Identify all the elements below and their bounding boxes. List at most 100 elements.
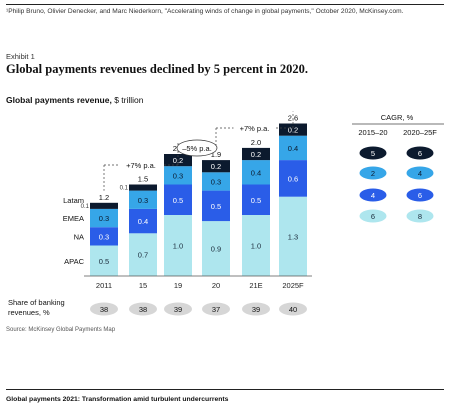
total-label-21e: 2.0 (251, 138, 261, 147)
data-label-latam-20: 0.2 (211, 162, 221, 171)
data-label-na-19: 0.5 (173, 196, 183, 205)
cagr-pill-latam-0 (359, 146, 387, 160)
bar-apac-21e (242, 215, 270, 276)
data-label-emea-19: 0.3 (173, 171, 183, 180)
cagr-value-apac-1: 8 (418, 212, 422, 221)
bar-latam-20 (202, 160, 230, 173)
share-label-line2: revenues, % (8, 308, 50, 317)
data-label-na-20: 0.5 (211, 202, 221, 211)
cagr-pill-apac-1 (406, 209, 434, 223)
bar-emea-15 (129, 190, 157, 209)
data-label-apac-20: 0.9 (211, 245, 221, 254)
x-tick-19: 19 (174, 281, 182, 290)
annotation-label-0: +7% p.a. (126, 161, 156, 170)
subtitle-unit: $ trillion (111, 95, 144, 105)
annotation-label-bg-0 (120, 159, 162, 170)
series-label-latam: Latam (63, 196, 84, 205)
annotation-label-2: +7% p.a. (240, 124, 270, 133)
bar-apac-15 (129, 233, 157, 276)
bar-latam-2025f (279, 123, 307, 136)
bar-apac-20 (202, 221, 230, 276)
data-label-latam-2025f: 0.2 (288, 126, 298, 135)
cagr-value-emea-0: 2 (371, 169, 375, 178)
data-label-emea-21e: 0.4 (251, 168, 261, 177)
share-pill-21e (242, 302, 270, 316)
total-label-2011: 1.2 (99, 193, 109, 202)
bar-na-2011 (90, 227, 118, 246)
x-tick-2011: 2011 (96, 281, 112, 290)
share-value-21e: 39 (252, 305, 260, 314)
bar-emea-21e (242, 160, 270, 185)
series-label-na: NA (74, 232, 84, 241)
citation-text: ¹Philip Bruno, Olivier Denecker, and Mar… (6, 8, 404, 15)
bar-latam-15 (129, 184, 157, 191)
data-label-emea-2011: 0.3 (99, 214, 109, 223)
share-value-15: 38 (139, 305, 147, 314)
data-label-na-15: 0.4 (138, 217, 148, 226)
share-pill-19 (164, 302, 192, 316)
share-pill-2011 (90, 302, 118, 316)
cagr-pill-latam-1 (406, 146, 434, 160)
chart-title: Global payments revenues declined by 5 p… (6, 62, 308, 76)
data-label-apac-21e: 1.0 (251, 242, 261, 251)
share-value-19: 39 (174, 305, 182, 314)
footer-text: Global payments 2021: Transformation ami… (6, 396, 229, 403)
data-label-emea-2025f: 0.4 (288, 144, 298, 153)
cagr-value-latam-0: 5 (371, 149, 375, 158)
x-tick-15: 15 (139, 281, 147, 290)
share-value-2011: 38 (100, 305, 108, 314)
share-value-2025f: 40 (289, 305, 297, 314)
total-label-20: 1.9 (211, 150, 221, 159)
data-label-na-2025f: 0.6 (288, 174, 298, 183)
series-label-apac: APAC (64, 257, 84, 266)
cagr-pill-emea-1 (406, 166, 434, 180)
cagr-value-latam-1: 6 (418, 149, 422, 158)
cagr-value-na-1: 6 (418, 191, 422, 200)
bar-na-2025f (279, 160, 307, 197)
cagr-value-apac-0: 6 (371, 212, 375, 221)
data-label-apac-2011: 0.5 (99, 257, 109, 266)
annotation-label-bg-2 (233, 122, 276, 133)
bar-na-15 (129, 208, 157, 234)
bar-apac-2011 (90, 245, 118, 276)
cagr-pill-na-1 (406, 188, 434, 202)
data-label-emea-15: 0.3 (138, 196, 148, 205)
source-note: Source: McKinsey Global Payments Map (6, 327, 116, 333)
cagr-column-header-1: 2020–25F (403, 128, 437, 137)
x-tick-2025f: 2025F (282, 281, 304, 290)
bar-na-20 (202, 190, 230, 222)
bar-latam-21e (242, 147, 270, 161)
subtitle-bold: Global payments revenue, (6, 95, 112, 105)
data-label-emea-20: 0.3 (211, 177, 221, 186)
annotation-label-1: –5% p.a. (182, 144, 212, 153)
bar-emea-2011 (90, 208, 118, 228)
x-tick-21e: 21E (249, 281, 262, 290)
share-pill-20 (202, 302, 230, 316)
bar-na-19 (164, 184, 192, 215)
data-label-latam-2011: 0.1 (81, 204, 90, 210)
cagr-pill-emea-0 (359, 166, 387, 180)
data-label-na-2011: 0.3 (99, 232, 109, 241)
cagr-pill-na-0 (359, 188, 387, 202)
cagr-column-header-0: 2015–20 (358, 128, 387, 137)
footer-rule (6, 389, 444, 390)
bar-apac-2025f (279, 196, 307, 276)
data-label-na-21e: 0.5 (251, 196, 261, 205)
x-tick-20: 20 (212, 281, 220, 290)
annotation-oval-1 (176, 139, 218, 157)
data-label-latam-21e: 0.2 (251, 150, 261, 159)
share-pill-2025f (279, 302, 307, 316)
share-label-line1: Share of banking (8, 298, 65, 307)
cagr-pill-apac-0 (359, 209, 387, 223)
share-value-20: 37 (212, 305, 220, 314)
bar-emea-19 (164, 166, 192, 185)
data-label-apac-2025f: 1.3 (288, 232, 298, 241)
share-pill-15 (129, 302, 157, 316)
bar-emea-2025f (279, 135, 307, 161)
bar-na-21e (242, 184, 270, 215)
data-label-apac-19: 1.0 (173, 242, 183, 251)
chart-subtitle: Global payments revenue, $ trillion (6, 95, 143, 105)
data-label-apac-15: 0.7 (138, 251, 148, 260)
cagr-title: CAGR, % (381, 113, 414, 122)
